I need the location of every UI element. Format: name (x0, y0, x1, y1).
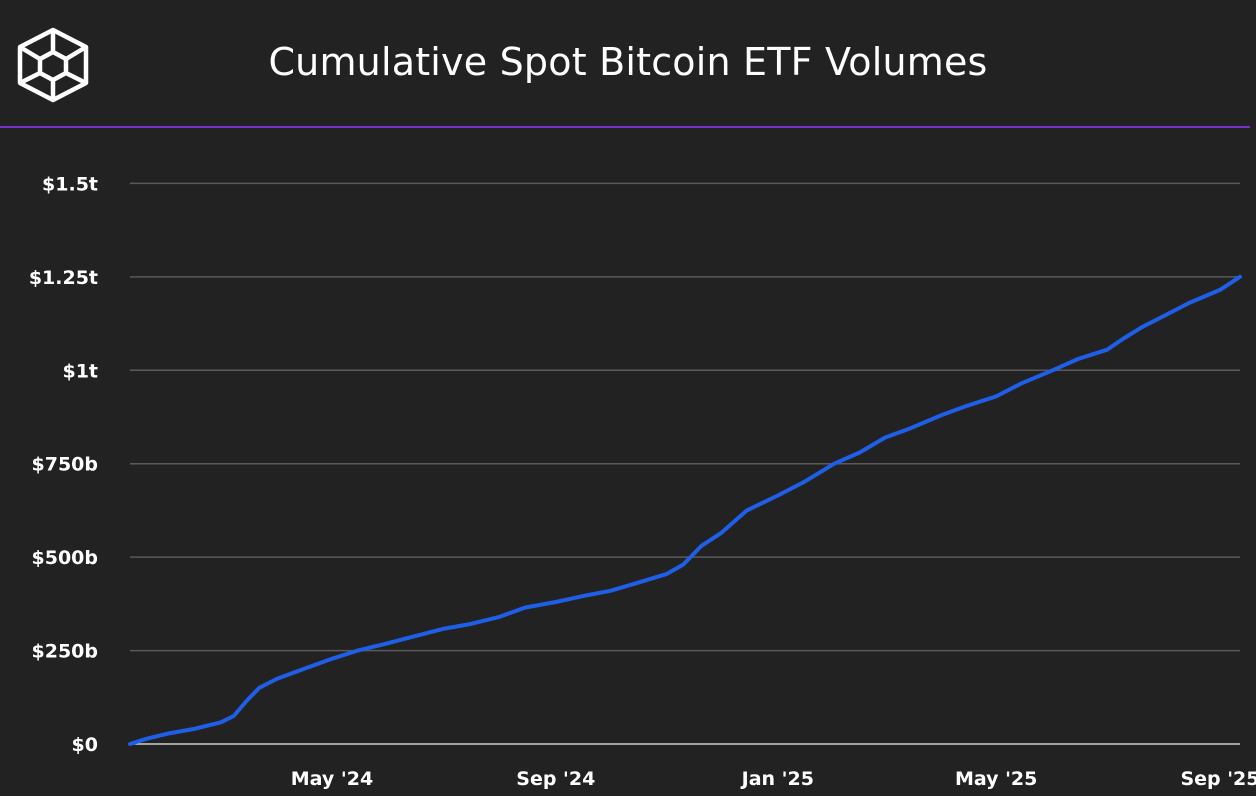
data-point (1121, 336, 1126, 341)
data-point (699, 544, 704, 548)
data-point (1105, 348, 1109, 352)
data-point (1187, 301, 1191, 305)
x-tick-label: Sep '24 (516, 768, 595, 790)
data-point (1140, 325, 1144, 329)
chart-header: Cumulative Spot Bitcoin ETF Volumes (0, 0, 1256, 126)
y-tick-label: $1.25t (29, 267, 98, 289)
data-point (994, 394, 998, 398)
data-point (681, 563, 685, 567)
y-tick-label: $500b (32, 547, 98, 569)
data-point (192, 727, 196, 731)
data-point (909, 426, 913, 430)
data-point (441, 627, 445, 631)
data-point (858, 450, 862, 455)
data-point (801, 480, 805, 484)
data-point (1076, 357, 1080, 361)
x-tick-label: May '25 (955, 768, 1037, 790)
data-point (466, 622, 471, 627)
data-point (330, 657, 334, 661)
data-point (244, 699, 249, 703)
data-point (166, 731, 170, 736)
data-point (219, 720, 223, 724)
data-point (554, 600, 558, 604)
data-point (883, 435, 887, 440)
y-tick-label: $250b (32, 641, 98, 663)
data-point (275, 677, 279, 681)
data-point (1238, 275, 1242, 279)
data-point (232, 714, 236, 718)
data-point (301, 667, 305, 671)
data-point (579, 594, 583, 599)
data-point (1020, 381, 1024, 385)
data-point (776, 493, 780, 498)
data-point (965, 404, 969, 408)
data-point (719, 531, 724, 535)
data-point (355, 649, 360, 653)
cube-logo-icon (17, 27, 89, 103)
series-line (128, 274, 1242, 746)
data-point (1162, 314, 1166, 318)
x-tick-label: Sep '25 (1180, 768, 1256, 790)
data-point (1218, 288, 1222, 292)
y-tick-label: $750b (32, 454, 98, 476)
data-point (257, 686, 261, 690)
data-point (523, 606, 527, 610)
data-point (608, 589, 613, 593)
data-point (832, 462, 836, 466)
data-point (634, 581, 638, 585)
y-tick-label: $0 (72, 734, 98, 756)
header-divider (0, 126, 1250, 128)
data-point (1051, 368, 1055, 372)
x-tick-label: Jan '25 (740, 768, 814, 790)
data-point (386, 641, 390, 645)
y-tick-label: $1.5t (42, 173, 98, 195)
x-tick-label: May '24 (291, 768, 373, 790)
data-point (128, 742, 132, 746)
data-point (144, 737, 148, 741)
chart-title: Cumulative Spot Bitcoin ETF Volumes (268, 40, 988, 84)
data-point (412, 634, 416, 639)
data-point (497, 615, 501, 619)
data-point (940, 413, 944, 417)
data-point (665, 572, 669, 576)
y-tick-label: $1t (62, 360, 98, 382)
data-point (745, 508, 749, 512)
